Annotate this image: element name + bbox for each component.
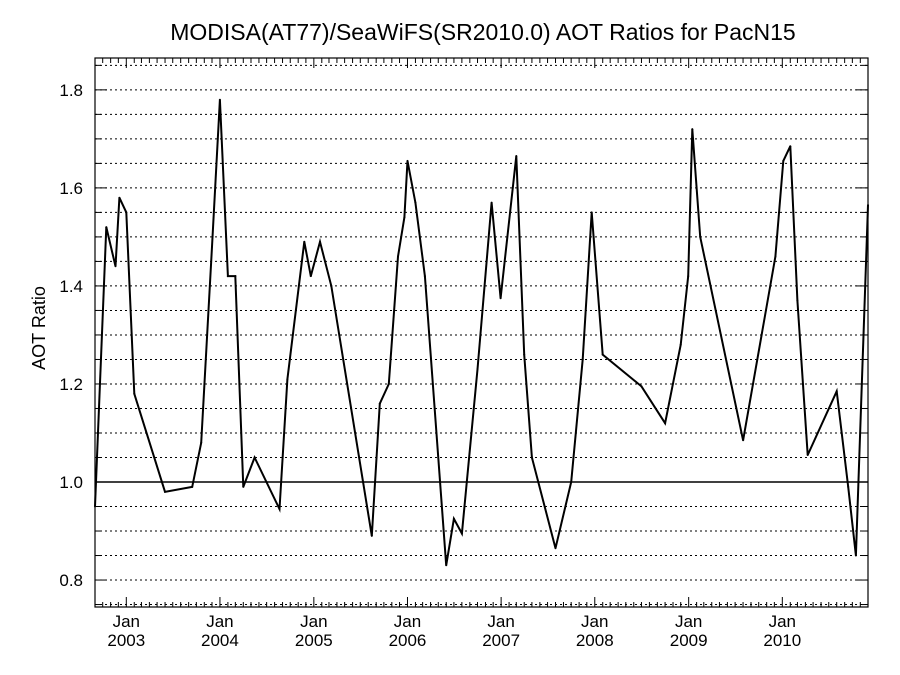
data-point [133, 392, 136, 395]
data-point [789, 145, 792, 148]
data-point [278, 508, 281, 510]
data-point [286, 378, 289, 381]
data-point [191, 485, 194, 488]
data-point [200, 441, 203, 444]
data-point [105, 226, 108, 229]
data-point [330, 284, 333, 287]
data-point [114, 265, 117, 268]
x-tick-label-year: 2008 [576, 631, 614, 650]
data-point [378, 402, 381, 405]
data-point [234, 275, 237, 278]
data-point [601, 353, 604, 356]
x-tick-label-month: Jan [113, 612, 140, 631]
x-tick-label-year: 2007 [482, 631, 520, 650]
x-tick-label-year: 2003 [107, 631, 145, 650]
data-point [640, 385, 643, 388]
data-point [835, 390, 838, 393]
data-point [406, 159, 409, 162]
data-point [570, 481, 573, 483]
x-tick-label-month: Jan [769, 612, 796, 631]
data-point [687, 275, 690, 278]
data-point [581, 358, 584, 361]
x-tick-label-month: Jan [206, 612, 233, 631]
data-point [125, 211, 128, 214]
y-tick-label: 1.4 [59, 277, 83, 296]
data-point [319, 240, 321, 243]
data-point [118, 196, 121, 199]
data-point [530, 456, 533, 459]
data-point [742, 439, 745, 442]
data-point [303, 240, 306, 243]
data-point [796, 299, 799, 302]
data-point [403, 216, 406, 219]
data-point [226, 275, 229, 278]
x-tick-label-month: Jan [675, 612, 702, 631]
gridlines [95, 64, 868, 606]
data-point [387, 383, 390, 385]
data-point [242, 485, 245, 488]
data-point [699, 235, 702, 238]
tick-labels: 0.81.01.21.41.61.8Jan2003Jan2004Jan2005J… [59, 81, 801, 650]
data-point [414, 201, 417, 204]
x-tick-label-month: Jan [394, 612, 421, 631]
y-tick-label: 1.2 [59, 375, 83, 394]
data-point [664, 422, 667, 425]
x-tick-label-year: 2005 [295, 631, 333, 650]
data-point [397, 255, 399, 258]
data-point [782, 159, 785, 162]
series-group [94, 98, 869, 567]
data-point [309, 275, 312, 278]
data-point [554, 547, 557, 550]
data-point [515, 155, 518, 157]
x-tick-label-year: 2010 [763, 631, 801, 650]
data-point [523, 353, 526, 356]
data-point [445, 564, 448, 567]
series-line [94, 99, 869, 566]
data-point [774, 255, 777, 258]
data-point [164, 490, 166, 493]
data-point [218, 98, 221, 101]
data-point [691, 128, 694, 131]
chart-title: MODISA(AT77)/SeaWiFS(SR2010.0) AOT Ratio… [170, 19, 795, 45]
x-tick-label-year: 2006 [389, 631, 427, 650]
data-point [423, 275, 426, 278]
data-point [854, 554, 857, 557]
axes [94, 58, 869, 607]
x-tick-label-year: 2009 [670, 631, 708, 650]
data-point [499, 297, 502, 300]
x-tick-label-month: Jan [581, 612, 608, 631]
data-point [253, 456, 256, 459]
y-tick-label: 0.8 [59, 571, 83, 590]
x-tick-label-year: 2004 [201, 631, 239, 650]
data-point [806, 454, 809, 456]
x-tick-label-month: Jan [487, 612, 514, 631]
data-point [590, 211, 593, 214]
data-point [679, 343, 682, 346]
data-point [476, 368, 479, 371]
data-point [452, 517, 455, 520]
y-tick-label: 1.6 [59, 179, 83, 198]
data-point [460, 532, 463, 535]
x-tick-label-month: Jan [300, 612, 327, 631]
y-tick-label: 1.0 [59, 473, 83, 492]
data-point [370, 534, 373, 537]
y-axis-label: AOT Ratio [29, 286, 49, 370]
data-point [847, 485, 850, 488]
plot-frame [94, 57, 869, 608]
data-point [211, 245, 213, 248]
data-point [490, 201, 493, 204]
y-tick-label: 1.8 [59, 81, 83, 100]
